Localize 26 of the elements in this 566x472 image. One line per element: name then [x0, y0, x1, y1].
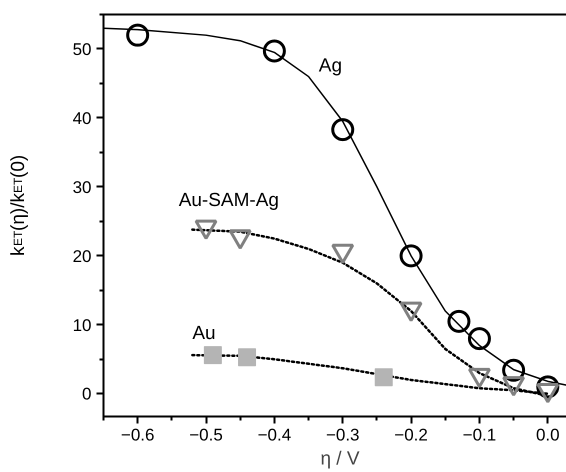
y-tick-label: 40	[72, 108, 92, 128]
y-tick-label: 20	[72, 246, 92, 266]
point	[331, 118, 354, 142]
point	[468, 327, 491, 350]
x-tick-label: −0.1	[462, 426, 496, 444]
point	[238, 348, 256, 366]
x-tick-label: −0.2	[394, 426, 428, 444]
point	[204, 346, 222, 364]
x-tick-label: −0.3	[326, 426, 360, 444]
x-axis-title: η / V	[320, 448, 360, 470]
y-tick-label: 50	[72, 40, 92, 59]
series-label: Ag	[318, 56, 342, 77]
point	[400, 244, 423, 268]
x-tick-label: −0.5	[189, 426, 223, 444]
point	[447, 310, 470, 333]
y-tick-label: 0	[82, 384, 92, 404]
point	[126, 24, 150, 47]
series-label: Au-SAM-Ag	[178, 190, 279, 212]
point	[374, 368, 393, 386]
x-tick-label: 0.0	[536, 426, 560, 444]
y-tick-label: 10	[72, 316, 92, 335]
y-tick-label: 30	[72, 178, 92, 197]
point	[262, 40, 286, 63]
x-tick-label: −0.6	[120, 426, 154, 444]
series-label: Au	[192, 323, 216, 344]
x-tick-label: −0.4	[258, 426, 292, 444]
